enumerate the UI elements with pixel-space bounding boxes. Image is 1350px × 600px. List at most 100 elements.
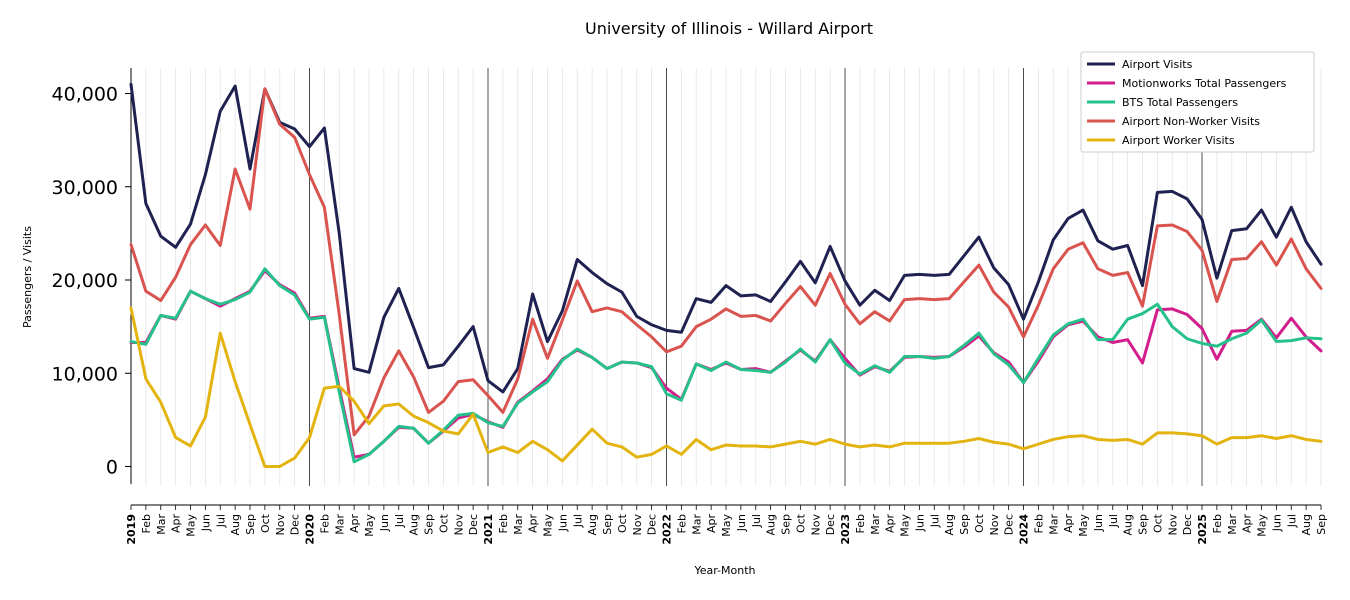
x-tick-label: 2020 <box>304 514 317 545</box>
x-axis-label: Year-Month <box>693 564 755 577</box>
x-tick-label: Nov <box>452 514 465 536</box>
x-tick-label: Mar <box>869 514 882 535</box>
x-tick-label: Jun <box>378 514 391 532</box>
x-tick-label: Aug <box>943 514 956 535</box>
legend: Airport Visits Motionworks Total Passenge… <box>1080 51 1315 153</box>
x-tick-label: Oct <box>259 513 272 533</box>
x-tick-label: 2022 <box>661 514 674 545</box>
x-tick-label: Dec <box>646 514 659 535</box>
x-tick-label: Mar <box>512 514 525 535</box>
x-tick-label: Jun <box>556 514 569 532</box>
x-tick-label: Aug <box>1122 514 1135 535</box>
x-tick-label: Oct <box>794 513 807 533</box>
x-tick-label: Oct <box>437 513 450 533</box>
legend-box <box>1080 51 1315 153</box>
x-tick-label: Feb <box>1032 514 1045 533</box>
x-tick-label: Feb <box>318 514 331 533</box>
x-tick-label: Oct <box>1151 513 1164 533</box>
series-lines <box>129 82 1323 468</box>
x-tick-label: Sep <box>601 514 614 535</box>
series-line <box>129 267 1323 464</box>
x-tick-label: Jul <box>1285 514 1298 528</box>
x-tick-label: Jun <box>199 514 212 532</box>
x-tick-label: Apr <box>1241 514 1254 534</box>
x-tick-label: Sep <box>244 514 257 535</box>
x-tick-label: Feb <box>497 514 510 533</box>
y-tick-label: 10,000 <box>52 363 118 385</box>
legend-label: BTS Total Passengers <box>1122 96 1238 109</box>
x-tick-label: Apr <box>348 514 361 534</box>
x-tick-label: May <box>720 514 733 537</box>
x-tick-label: Jul <box>750 514 763 528</box>
x-tick-label: May <box>1077 514 1090 537</box>
x-tick-label: May <box>1256 514 1269 537</box>
x-tick-label: Mar <box>1226 514 1239 535</box>
x-tick-label: Jun <box>1270 514 1283 532</box>
series-line <box>129 306 1323 468</box>
x-tick-label: 2021 <box>482 514 495 545</box>
legend-label: Airport Visits <box>1122 58 1193 71</box>
series-line <box>129 82 1323 394</box>
legend-label: Airport Worker Visits <box>1122 134 1235 147</box>
x-tick-label: Apr <box>527 514 540 534</box>
x-tick-label: May <box>363 514 376 537</box>
x-tick-label: 2025 <box>1196 514 1209 545</box>
x-tick-label: Jul <box>571 514 584 528</box>
x-tick-label: Feb <box>140 514 153 533</box>
x-tick-label: Mar <box>690 514 703 535</box>
y-tick-label: 30,000 <box>52 177 118 199</box>
x-tick-label: Aug <box>765 514 778 535</box>
x-tick-label: Sep <box>780 514 793 535</box>
x-tick-label: Dec <box>467 514 480 535</box>
y-tick-label: 40,000 <box>52 84 118 106</box>
legend-label: Airport Non-Worker Visits <box>1122 115 1260 128</box>
x-tick-label: Jun <box>735 514 748 532</box>
x-tick-label: Nov <box>988 514 1001 536</box>
legend-label: Motionworks Total Passengers <box>1122 77 1287 90</box>
x-tick-label: Dec <box>289 514 302 535</box>
x-tick-label: Dec <box>1181 514 1194 535</box>
x-tick-label: Dec <box>824 514 837 535</box>
x-tick-label: Oct <box>973 513 986 533</box>
x-tick-label: Aug <box>586 514 599 535</box>
x-tick-label: Nov <box>274 514 287 536</box>
x-tick-label: Nov <box>631 514 644 536</box>
y-axis: 0 10,000 20,000 30,000 40,000 <box>52 68 132 484</box>
x-tick-label: Apr <box>170 514 183 534</box>
x-tick-label: Oct <box>616 513 629 533</box>
x-tick-label: Sep <box>1137 514 1150 535</box>
x-tick-label: Aug <box>229 514 242 535</box>
x-tick-label: Feb <box>1211 514 1224 533</box>
y-axis-label: Passengers / Visits <box>21 226 34 328</box>
x-tick-label: Mar <box>333 514 346 535</box>
x-tick-label: May <box>899 514 912 537</box>
x-tick-label: Jul <box>393 514 406 528</box>
x-tick-label: May <box>542 514 555 537</box>
x-tick-label: Aug <box>1300 514 1313 535</box>
x-tick-label: Apr <box>705 514 718 534</box>
x-tick-label: Sep <box>958 514 971 535</box>
x-tick-label: 2024 <box>1018 514 1031 545</box>
x-tick-label: Mar <box>155 514 168 535</box>
x-tick-label: Jul <box>1107 514 1120 528</box>
x-tick-label: 2019 <box>125 514 138 545</box>
x-tick-label: Nov <box>809 514 822 536</box>
x-tick-label: Jun <box>1092 514 1105 532</box>
x-tick-label: Jun <box>913 514 926 532</box>
x-tick-label: Jul <box>214 514 227 528</box>
x-tick-label: Apr <box>1062 514 1075 534</box>
x-tick-label: Dec <box>1003 514 1016 535</box>
x-tick-label: 2023 <box>839 514 852 545</box>
y-tick-label: 0 <box>106 457 118 479</box>
x-tick-label: Jul <box>928 514 941 528</box>
y-tick-label: 20,000 <box>52 270 118 292</box>
chart-title: University of Illinois - Willard Airport <box>585 19 873 38</box>
x-tick-label: Feb <box>854 514 867 533</box>
x-tick-label: Nov <box>1166 514 1179 536</box>
x-tick-label: Mar <box>1047 514 1060 535</box>
x-tick-label: Feb <box>675 514 688 533</box>
x-tick-label: May <box>185 514 198 537</box>
x-tick-label: Apr <box>884 514 897 534</box>
x-tick-label: Aug <box>408 514 421 535</box>
